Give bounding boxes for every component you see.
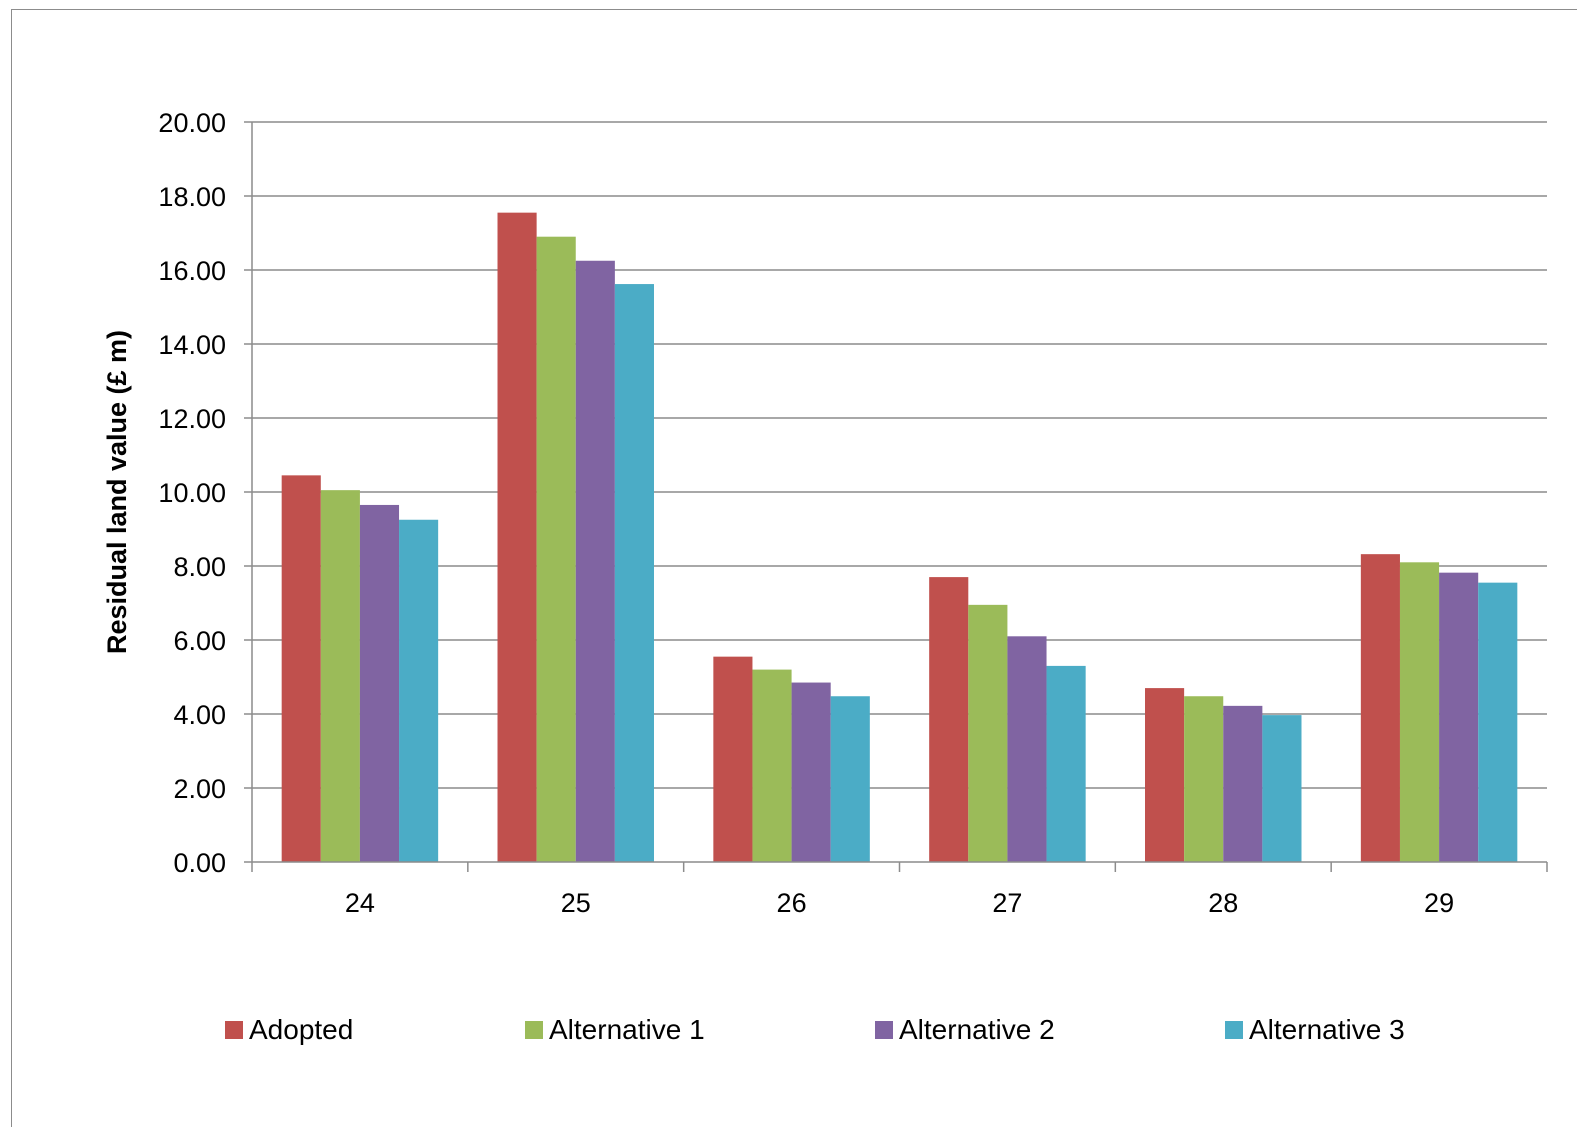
legend-swatch	[1225, 1021, 1243, 1039]
bar-alternative-1-25	[536, 236, 576, 862]
y-tick-label: 0.00	[173, 848, 226, 878]
bar-alternative-3-29	[1478, 582, 1518, 862]
bar-alternative-3-27	[1046, 665, 1086, 862]
bar-adopted-28	[1145, 688, 1185, 862]
x-tick-label: 26	[777, 888, 807, 918]
x-tick-label: 28	[1208, 888, 1238, 918]
legend-label: Alternative 3	[1249, 1014, 1405, 1045]
legend-item: Adopted	[225, 1008, 353, 1052]
bar-alternative-2-24	[359, 504, 400, 862]
legend-swatch	[875, 1021, 893, 1039]
y-tick-label: 6.00	[173, 626, 226, 656]
y-tick-label: 18.00	[158, 182, 226, 212]
gridlines	[244, 121, 1547, 863]
x-tick-labels: 24 25 26 27 28 29	[345, 888, 1454, 918]
y-tick-label: 10.00	[158, 478, 226, 508]
y-axis-title: Residual land value (£ m)	[102, 330, 132, 654]
y-tick-label: 8.00	[173, 552, 226, 582]
y-tick-label: 16.00	[158, 256, 226, 286]
legend-label: Alternative 2	[899, 1014, 1055, 1045]
bar-alternative-2-25	[575, 260, 615, 862]
bar-alternative-1-27	[968, 604, 1008, 862]
bar-alternative-1-29	[1399, 562, 1440, 862]
y-tick-label: 2.00	[173, 774, 226, 804]
bar-adopted-25	[497, 212, 537, 862]
bar-adopted-27	[929, 577, 969, 862]
bar-alternative-3-25	[614, 284, 654, 862]
legend-swatch	[225, 1021, 243, 1039]
bar-alternative-2-28	[1223, 705, 1263, 862]
y-tick-label: 14.00	[158, 330, 226, 360]
bar-alternative-3-24	[399, 519, 439, 862]
bar-alternative-3-26	[830, 696, 870, 862]
y-tick-label: 20.00	[158, 108, 226, 138]
bar-adopted-29	[1360, 554, 1400, 862]
chart-frame	[11, 9, 1577, 1127]
bar-adopted-24	[281, 475, 321, 862]
legend-item: Alternative 2	[875, 1008, 1055, 1052]
bar-adopted-26	[713, 656, 753, 862]
legend-label: Adopted	[249, 1014, 354, 1045]
y-tick-label: 12.00	[158, 404, 226, 434]
x-tick-label: 29	[1424, 888, 1454, 918]
y-tick-label: 4.00	[173, 700, 226, 730]
bar-chart: 0.00 2.00 4.00 6.00 8.00 10.00 12.00 14.00 16.00…	[102, 108, 1548, 918]
bar-alternative-1-24	[320, 490, 360, 862]
legend: Adopted Alternative 1 Alternative 2 Alterna…	[0, 1008, 1579, 1052]
x-tick-label: 25	[561, 888, 591, 918]
x-tick-label: 24	[345, 888, 375, 918]
bar-alternative-1-26	[752, 669, 792, 862]
bar-alternative-2-26	[791, 682, 831, 862]
bar-alternative-2-27	[1007, 636, 1047, 862]
legend-swatch	[525, 1021, 543, 1039]
x-tick-label: 27	[992, 888, 1022, 918]
bars	[281, 212, 1518, 862]
bar-alternative-3-28	[1262, 715, 1302, 862]
legend-item: Alternative 1	[525, 1008, 705, 1052]
bar-alternative-2-29	[1439, 572, 1479, 862]
axes	[251, 122, 1548, 872]
bar-alternative-1-28	[1184, 696, 1224, 862]
legend-label: Alternative 1	[549, 1014, 705, 1045]
legend-item: Alternative 3	[1225, 1008, 1405, 1052]
y-tick-labels: 0.00 2.00 4.00 6.00 8.00 10.00 12.00 14.00 16.00…	[158, 108, 226, 878]
